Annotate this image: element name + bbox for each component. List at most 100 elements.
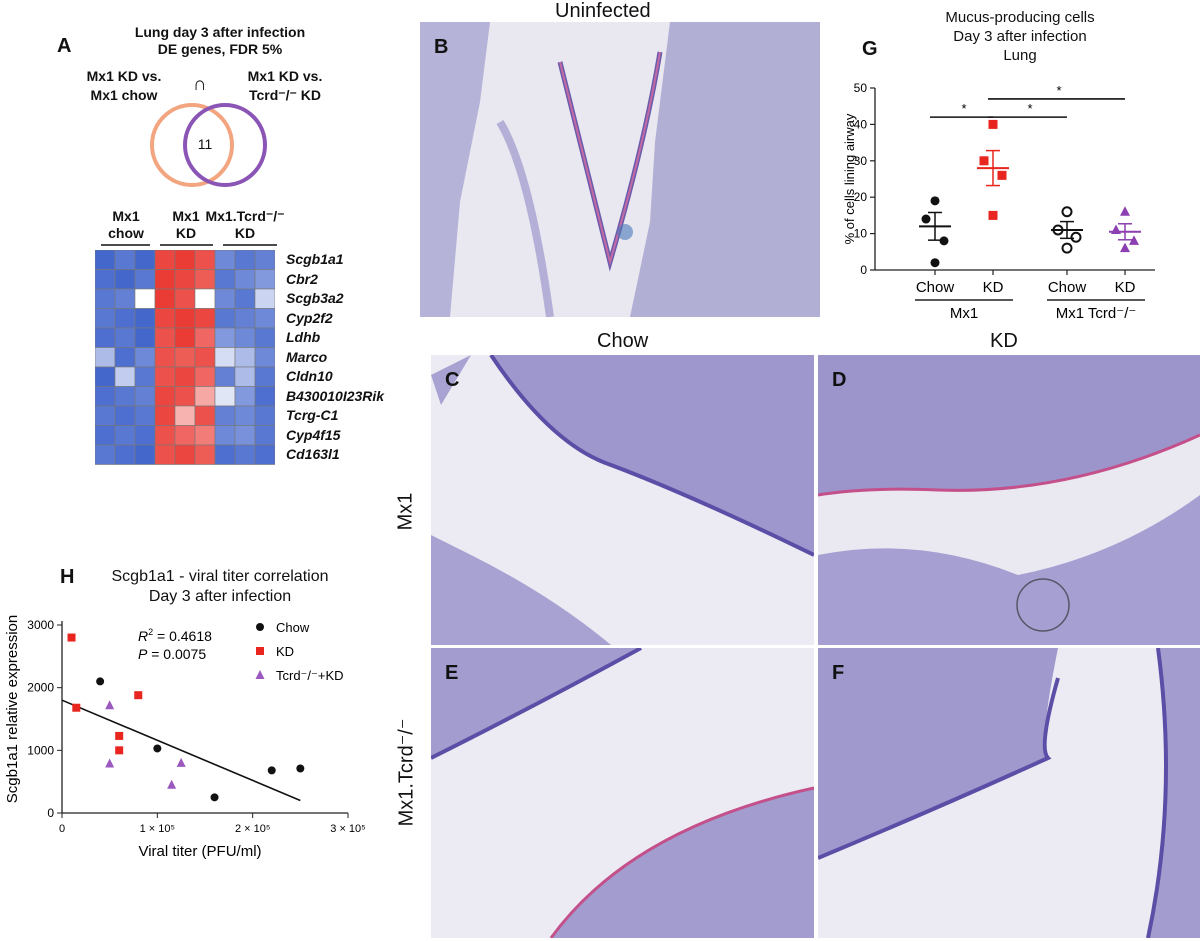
venn-right-circle <box>183 103 267 187</box>
micrograph-mx1-kd: D <box>818 355 1200 645</box>
h-point <box>115 731 124 740</box>
panel-e-letter: E <box>445 662 459 684</box>
heatmap-cell <box>114 327 136 348</box>
panel-g-letter: G <box>862 38 878 60</box>
heatmap-cell <box>154 425 176 446</box>
g-point <box>988 119 998 129</box>
heatmap-cell <box>95 269 116 290</box>
heatmap-cell <box>154 327 176 348</box>
heatmap-cell <box>114 288 136 309</box>
heatmap-group-underlines <box>101 244 277 246</box>
g-x-tick-label: KD <box>1115 279 1136 296</box>
heatmap-cell <box>114 386 136 407</box>
panel-b-letter: B <box>434 36 449 58</box>
g-point <box>979 156 989 166</box>
panel-a-letter: A <box>57 35 72 57</box>
g-point <box>1129 235 1139 245</box>
g-point <box>997 170 1007 180</box>
g-group-label: Mx1 Tcrd⁻/⁻ <box>1056 305 1137 322</box>
h-y-tick-label: 2000 <box>27 681 54 695</box>
g-x-tick-label: KD <box>983 279 1004 296</box>
heatmap-cell <box>234 366 256 387</box>
heatmap-cell <box>114 425 136 446</box>
g-point <box>939 236 949 246</box>
h-legend-marker <box>256 647 264 655</box>
heatmap-cell <box>114 250 136 270</box>
tissue-image-tcrd-kd <box>818 648 1200 938</box>
heatmap-cell <box>194 288 216 309</box>
heatmap-cell <box>174 250 196 270</box>
heatmap-cell <box>114 308 136 329</box>
g-point <box>1061 206 1073 218</box>
tissue-image-mx1-chow <box>431 355 814 645</box>
heatmap-cell <box>154 250 176 270</box>
heatmap-cell <box>95 347 116 368</box>
heatmap-cell <box>154 288 176 309</box>
heatmap-group-mx1-chow: Mx1 chow <box>100 208 152 242</box>
h-y-tick-label: 1000 <box>27 743 54 757</box>
panel-f-letter: F <box>832 662 845 684</box>
panel-h-letter: H <box>60 566 75 588</box>
g-sig-star: * <box>961 101 966 116</box>
heatmap-cell <box>194 425 216 446</box>
panel-g-title: Mucus-producing cells Day 3 after infect… <box>920 8 1120 65</box>
micrograph-tcrd-chow: E <box>431 648 814 938</box>
heatmap-cell <box>234 269 256 290</box>
h-point <box>210 793 219 802</box>
heatmap-cell <box>95 250 116 270</box>
micrograph-mx1-chow: C <box>431 355 814 645</box>
gene-label: Cd163l1 <box>286 446 340 462</box>
panel-c-letter: C <box>445 369 460 391</box>
heatmap-cell <box>194 405 216 426</box>
heatmap-cell <box>234 425 256 446</box>
heatmap-cell <box>134 269 156 290</box>
panel-a-title-line2: DE genes, FDR 5% <box>157 41 283 57</box>
g-point <box>930 196 940 206</box>
h-r2-annotation: R2 = 0.4618 <box>138 627 212 644</box>
h-x-axis-label: Viral titer (PFU/ml) <box>138 843 261 860</box>
h-legend-marker <box>255 670 265 679</box>
heatmap-cell <box>114 366 136 387</box>
g-y-tick-label: 30 <box>854 154 868 168</box>
heatmap-cell <box>254 269 275 290</box>
g-y-tick-label: 20 <box>854 190 868 204</box>
h-fit-line <box>61 699 301 802</box>
heatmap-cell <box>234 347 256 368</box>
h-x-tick-label: 1 × 10⁵ <box>140 823 175 835</box>
h-x-tick-label: 3 × 10⁵ <box>330 823 365 835</box>
h-y-tick-label: 0 <box>47 806 54 820</box>
heatmap-cell <box>174 444 196 465</box>
heatmap-cell <box>174 327 196 348</box>
heatmap-cell <box>95 366 116 387</box>
g-group-label: Mx1 <box>950 305 978 322</box>
heatmap-cell <box>134 288 156 309</box>
g-y-tick-label: 40 <box>854 117 868 131</box>
heatmap-cell <box>95 308 116 329</box>
heatmap-cell <box>134 386 156 407</box>
heatmap-cell <box>214 250 236 270</box>
gene-label: Scgb1a1 <box>286 251 344 267</box>
tissue-image-mx1-kd <box>818 355 1200 645</box>
h-point <box>296 764 305 773</box>
venn-left-set-label: Mx1 KD vs. Mx1 chow <box>64 67 184 105</box>
g-y-tick-label: 50 <box>854 81 868 95</box>
heatmap-cell <box>114 444 136 465</box>
heatmap-cell <box>254 386 275 407</box>
h-point <box>134 691 143 700</box>
group-line1: Mx1.Tcrd⁻/⁻ <box>205 208 285 224</box>
heatmap-cell <box>174 347 196 368</box>
heatmap-cell <box>194 250 216 270</box>
heatmap-cell <box>254 366 275 387</box>
h-point <box>96 677 105 686</box>
heatmap-cell <box>254 250 275 270</box>
gene-label: B430010I23Rik <box>286 387 385 404</box>
panel-b-title: Uninfected <box>555 0 651 22</box>
heatmap-cell <box>194 347 216 368</box>
heatmap-cell <box>95 405 116 426</box>
heatmap-cell <box>234 288 256 309</box>
gene-label: Marco <box>286 348 328 365</box>
heatmap-cell <box>254 288 275 309</box>
panel-a-title-line1: Lung day 3 after infection <box>134 24 306 40</box>
panel-a-title: Lung day 3 after infection DE genes, FDR… <box>120 24 320 58</box>
h-legend-marker <box>256 623 264 631</box>
